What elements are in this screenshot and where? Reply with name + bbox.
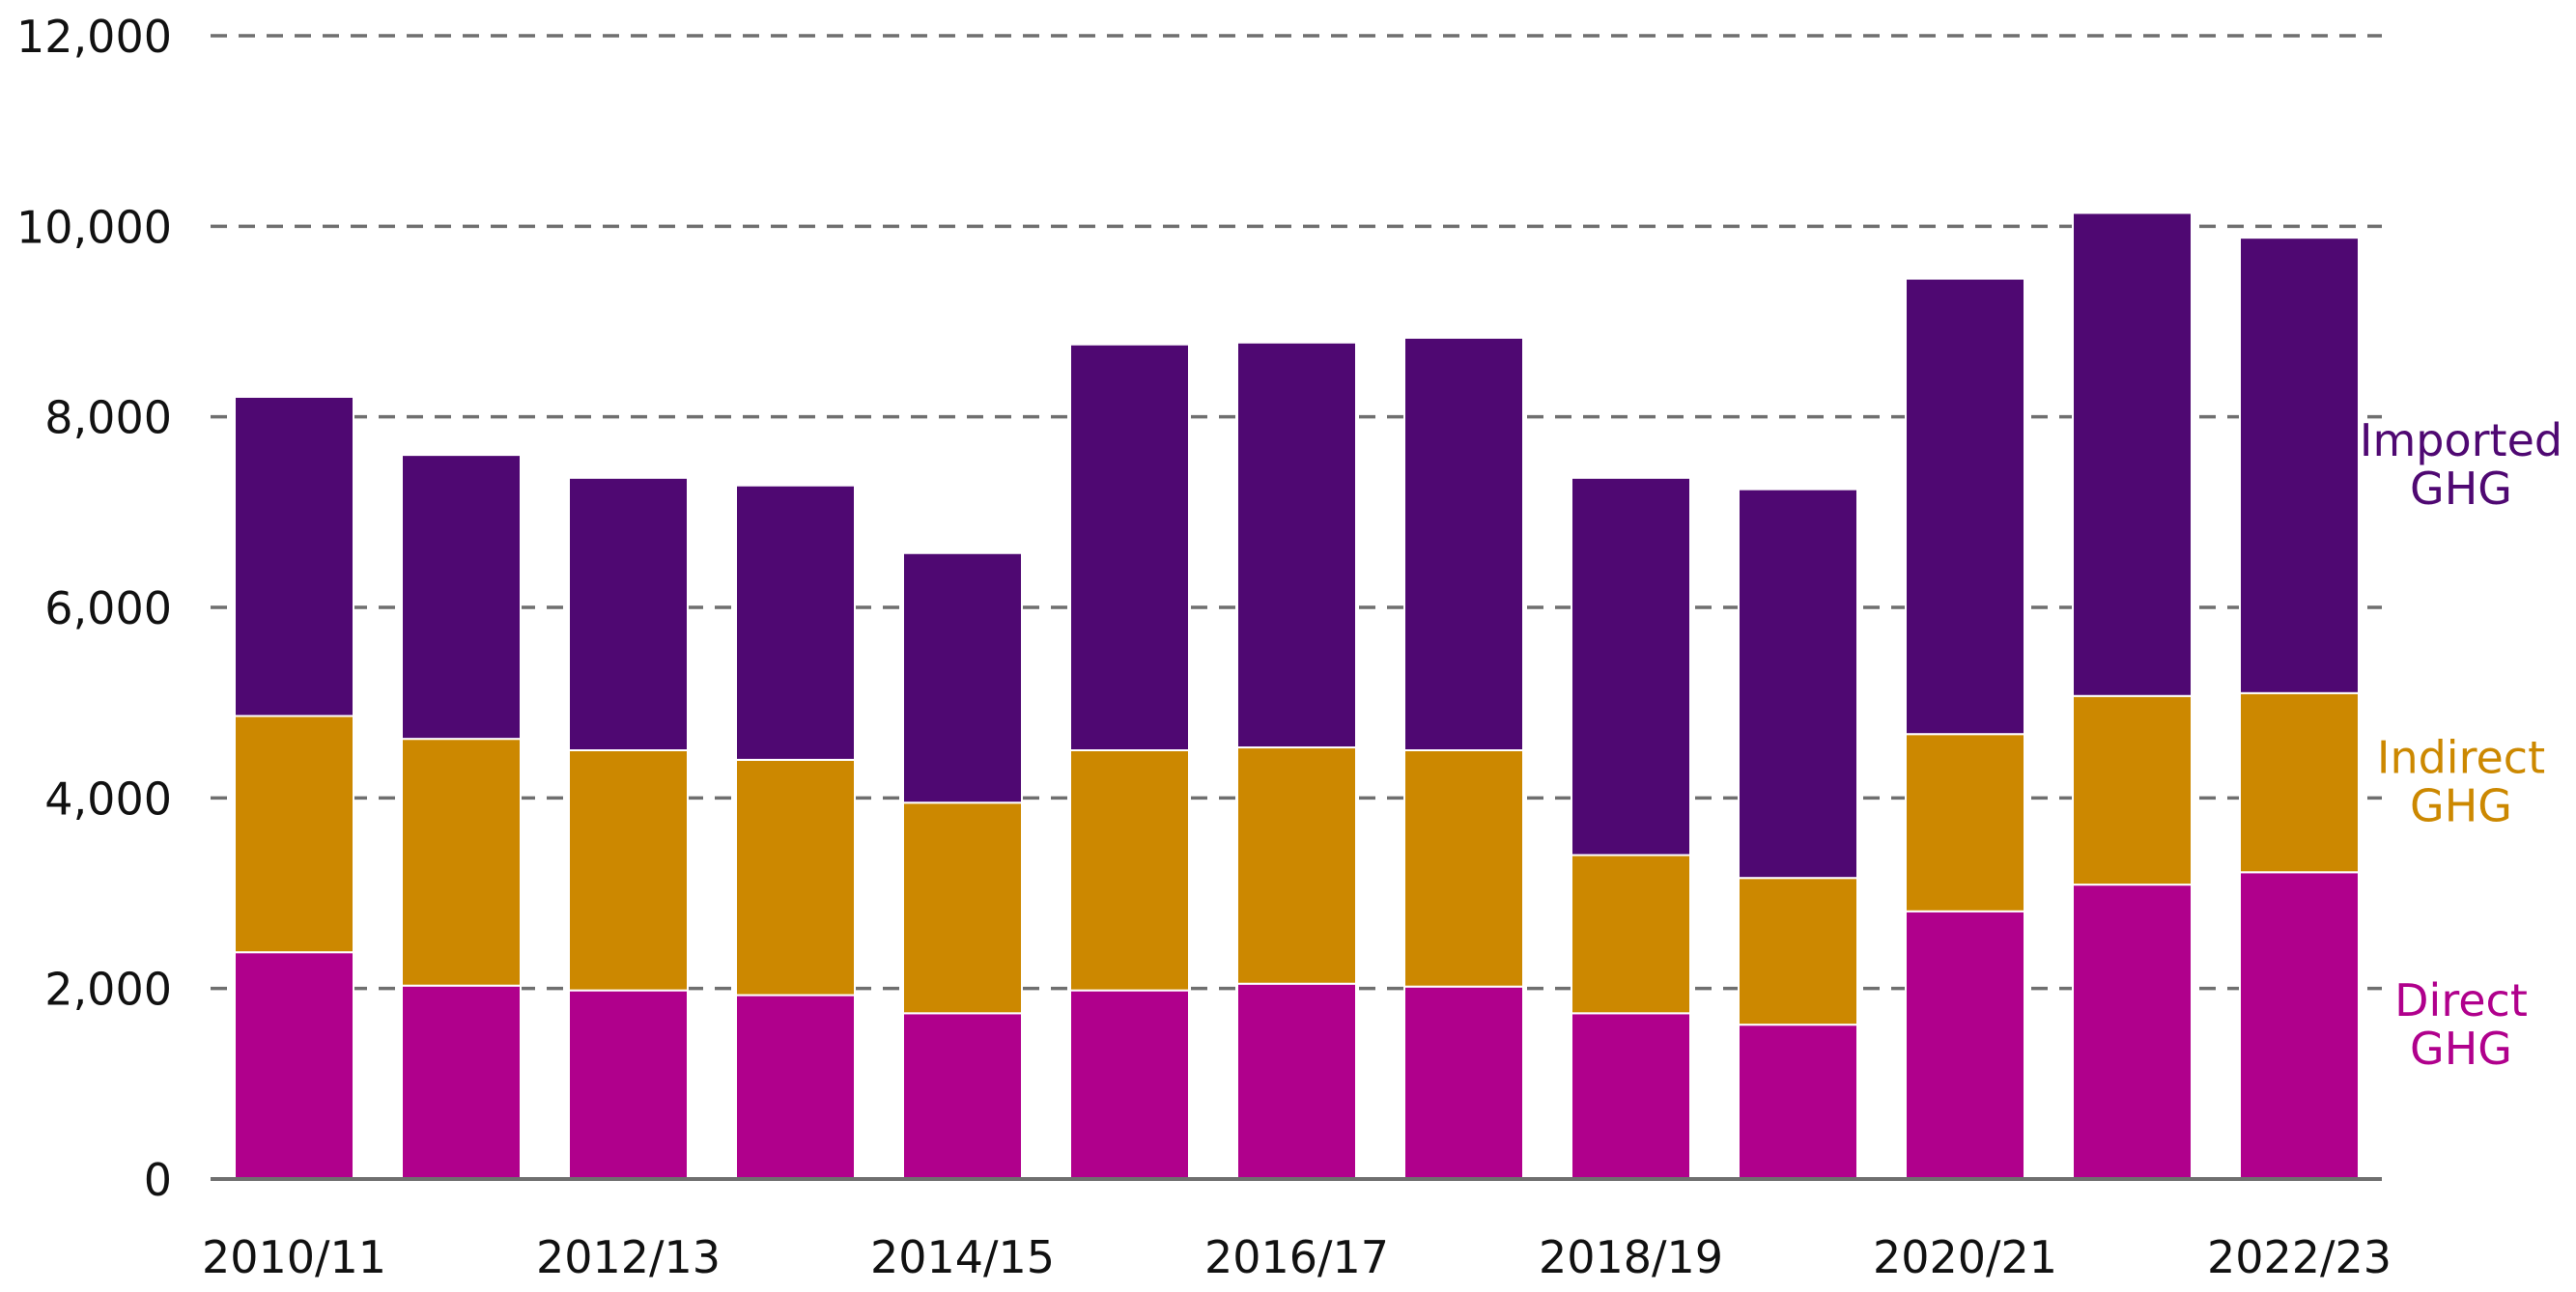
bar-segment-direct-ghg [1069, 989, 1190, 1181]
bar-segment-imported-ghg [401, 454, 522, 741]
bar-segment-direct-ghg [902, 1012, 1023, 1180]
y-tick-label: 0 [144, 1154, 172, 1206]
bar-segment-direct-ghg [735, 994, 856, 1181]
bar-segment-imported-ghg [902, 551, 1023, 804]
bar-segment-imported-ghg [1403, 336, 1524, 751]
bar-segment-imported-ghg [1905, 277, 2025, 736]
bar-segment-direct-ghg [1738, 1024, 1858, 1181]
y-tick-label: 6,000 [44, 582, 172, 634]
bar-segment-direct-ghg [568, 989, 689, 1181]
bar-segment-imported-ghg [1571, 476, 1691, 857]
series-label: GHG [2410, 780, 2512, 832]
y-tick-label: 2,000 [44, 964, 172, 1016]
bar-segment-imported-ghg [1738, 488, 1858, 880]
bar-segment-indirect-ghg [1738, 877, 1858, 1026]
bar-segment-indirect-ghg [1069, 749, 1190, 992]
bar-segment-imported-ghg [234, 395, 354, 717]
x-tick-label: 2010/11 [202, 1231, 386, 1283]
bar-segment-direct-ghg [2239, 871, 2360, 1180]
series-label: Direct [2394, 974, 2528, 1026]
bar-segment-indirect-ghg [2072, 694, 2193, 886]
bar-segment-direct-ghg [401, 984, 522, 1180]
y-tick-label: 10,000 [16, 201, 172, 253]
series-label: GHG [2410, 1023, 2512, 1075]
x-tick-label: 2014/15 [870, 1231, 1055, 1283]
bar-segment-imported-ghg [2072, 211, 2193, 697]
bar-segment-indirect-ghg [1403, 749, 1524, 988]
y-tick-label: 12,000 [16, 11, 172, 63]
x-tick-label: 2020/21 [1873, 1231, 2057, 1283]
series-label: Indirect [2377, 732, 2545, 784]
bar-segment-direct-ghg [1236, 982, 1357, 1180]
series-label: Imported [2360, 414, 2562, 466]
bar-segment-direct-ghg [2072, 884, 2193, 1180]
bar-segment-indirect-ghg [568, 749, 689, 992]
bar-segment-indirect-ghg [401, 738, 522, 987]
bar-segment-indirect-ghg [1571, 854, 1691, 1015]
x-tick-label: 2022/23 [2207, 1231, 2392, 1283]
y-tick-label: 4,000 [44, 772, 172, 825]
bar-segment-direct-ghg [1571, 1012, 1691, 1180]
bar-segment-imported-ghg [2239, 237, 2360, 694]
bar-segment-indirect-ghg [234, 715, 354, 954]
x-tick-label: 2012/13 [536, 1231, 721, 1283]
bar-segment-imported-ghg [735, 484, 856, 761]
bar-segment-indirect-ghg [735, 758, 856, 997]
bar-segment-direct-ghg [1403, 985, 1524, 1181]
bar-segment-indirect-ghg [2239, 691, 2360, 874]
series-label: GHG [2410, 463, 2512, 515]
bar-segment-imported-ghg [1236, 341, 1357, 749]
bar-segment-direct-ghg [234, 951, 354, 1180]
bar-segment-indirect-ghg [1236, 746, 1357, 985]
bar-segment-direct-ghg [1905, 910, 2025, 1180]
x-tick-label: 2018/19 [1539, 1231, 1723, 1283]
bar-segment-imported-ghg [1069, 343, 1190, 751]
bar-segment-imported-ghg [568, 476, 689, 751]
bar-segment-indirect-ghg [902, 801, 1023, 1015]
x-tick-label: 2016/17 [1204, 1231, 1389, 1283]
bar-segment-indirect-ghg [1905, 733, 2025, 913]
y-tick-label: 8,000 [44, 392, 172, 444]
